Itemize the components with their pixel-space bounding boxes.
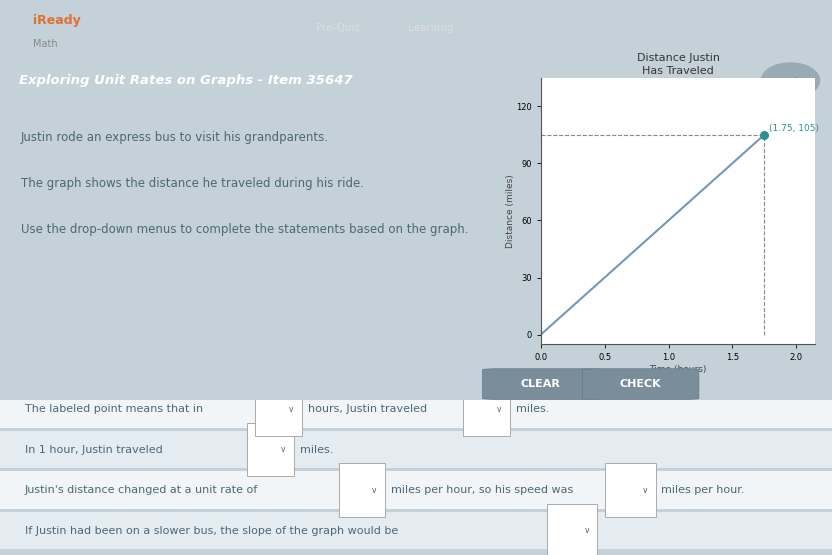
Text: If Justin had been on a slower bus, the slope of the graph would be: If Justin had been on a slower bus, the … — [25, 526, 399, 536]
Text: v: v — [584, 526, 589, 535]
Text: Use the drop-down menus to complete the statements based on the graph.: Use the drop-down menus to complete the … — [21, 223, 468, 236]
Y-axis label: Distance (miles): Distance (miles) — [506, 174, 515, 248]
FancyBboxPatch shape — [0, 512, 832, 549]
FancyBboxPatch shape — [483, 369, 599, 400]
Text: ◄: ◄ — [785, 73, 796, 88]
Text: v: v — [497, 405, 502, 413]
FancyBboxPatch shape — [0, 471, 832, 509]
FancyBboxPatch shape — [547, 504, 597, 555]
Text: Math: Math — [33, 39, 58, 49]
FancyBboxPatch shape — [255, 382, 302, 436]
FancyBboxPatch shape — [0, 431, 832, 468]
Text: miles.: miles. — [516, 404, 549, 414]
FancyBboxPatch shape — [339, 463, 385, 517]
Text: Justin rode an express bus to visit his grandparents.: Justin rode an express bus to visit his … — [21, 131, 329, 144]
FancyBboxPatch shape — [605, 463, 656, 517]
Point — [758, 130, 771, 139]
Title: Distance Justin
Has Traveled: Distance Justin Has Traveled — [636, 53, 720, 75]
Text: Pre-Quiz: Pre-Quiz — [316, 23, 360, 33]
Text: iReady: iReady — [33, 14, 81, 27]
FancyBboxPatch shape — [582, 369, 699, 400]
Text: Justin's distance changed at a unit rate of: Justin's distance changed at a unit rate… — [25, 485, 258, 495]
Text: CHECK: CHECK — [620, 379, 661, 389]
FancyBboxPatch shape — [463, 382, 510, 436]
FancyBboxPatch shape — [0, 390, 832, 428]
Text: v: v — [280, 445, 285, 454]
X-axis label: Time (hours): Time (hours) — [650, 365, 706, 374]
Text: The labeled point means that in: The labeled point means that in — [25, 404, 203, 414]
Text: The graph shows the distance he traveled during his ride.: The graph shows the distance he traveled… — [21, 177, 364, 190]
Text: miles per hour.: miles per hour. — [661, 485, 745, 495]
Circle shape — [761, 63, 820, 98]
Text: (1.75, 105): (1.75, 105) — [770, 124, 820, 133]
Text: miles.: miles. — [300, 445, 333, 455]
Text: hours, Justin traveled: hours, Justin traveled — [308, 404, 427, 414]
Text: v: v — [642, 486, 647, 495]
Text: In 1 hour, Justin traveled: In 1 hour, Justin traveled — [25, 445, 163, 455]
Text: CLEAR: CLEAR — [521, 379, 561, 389]
Text: v: v — [289, 405, 294, 413]
Text: miles per hour, so his speed was: miles per hour, so his speed was — [391, 485, 573, 495]
Text: Learning: Learning — [408, 23, 453, 33]
Text: v: v — [372, 486, 377, 495]
Text: Exploring Unit Rates on Graphs - Item 35647: Exploring Unit Rates on Graphs - Item 35… — [19, 74, 353, 87]
FancyBboxPatch shape — [247, 423, 294, 476]
